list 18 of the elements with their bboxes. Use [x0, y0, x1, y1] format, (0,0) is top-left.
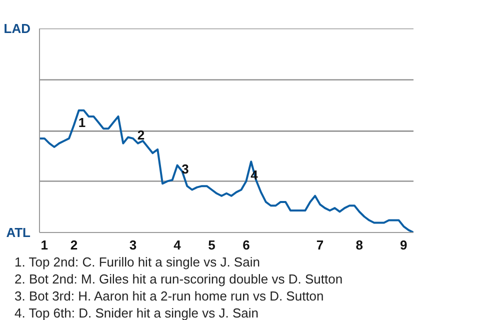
text: 3. Bot 3rd: H. Aaron hit a 2-run home run vs D. Sutton — [14, 288, 324, 304]
text: LAD — [4, 21, 30, 36]
x-tick-label: 1 — [40, 238, 48, 252]
text: ATL — [6, 225, 31, 240]
text: 4. Top 6th: D. Snider hit a single vs J. Sain — [14, 306, 259, 320]
x-tick-label: 9 — [400, 238, 408, 252]
x-tick-label: 2 — [70, 238, 78, 252]
x-tick-label: 3 — [129, 238, 137, 252]
text: 2. Bot 2nd: M. Giles hit a run-scoring double vs D. Sutton — [14, 272, 343, 286]
x-tick-label: 5 — [208, 238, 216, 252]
x-tick-label: 8 — [356, 238, 363, 252]
x-tick-label: 4 — [174, 238, 182, 252]
text: 1. Top 2nd: C. Furillo hit a single vs J. Sain — [14, 254, 260, 270]
annotation: 3 — [182, 161, 189, 176]
x-tick-label: 6 — [242, 238, 250, 252]
annotation: 1 — [78, 115, 86, 130]
annotation: 2 — [137, 127, 145, 142]
x-tick-label: 7 — [316, 238, 324, 252]
